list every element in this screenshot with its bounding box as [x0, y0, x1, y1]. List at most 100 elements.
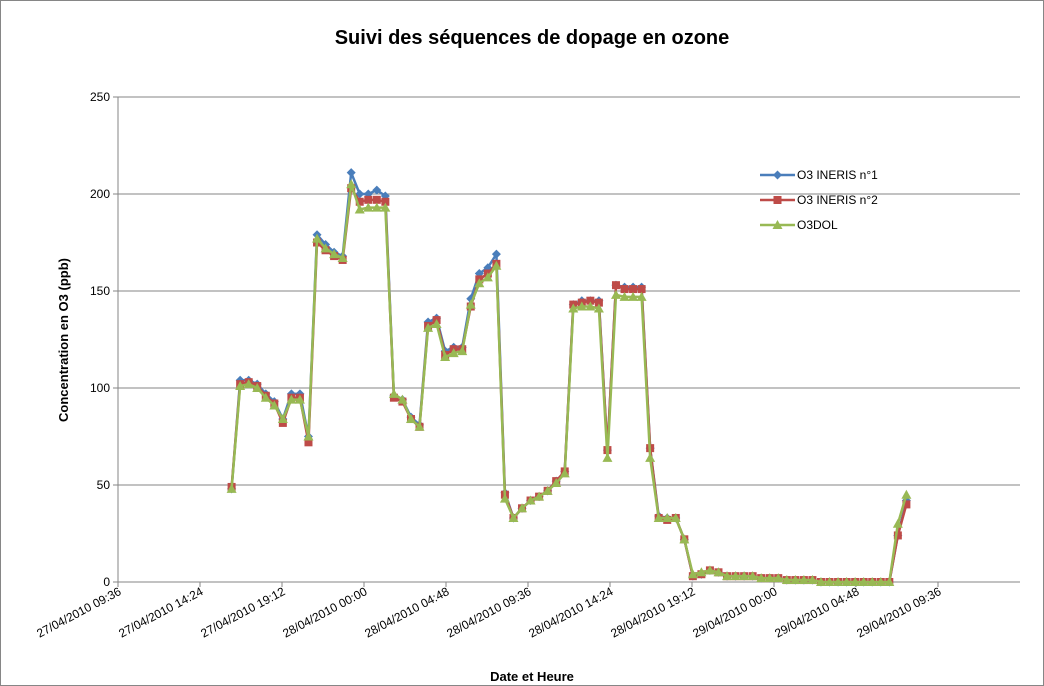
data-point	[645, 452, 656, 462]
data-point	[798, 575, 809, 585]
data-point	[602, 452, 613, 462]
data-point	[260, 392, 271, 402]
data-point	[807, 575, 818, 585]
data-point	[431, 318, 442, 328]
data-point	[687, 569, 698, 579]
data-point	[448, 348, 459, 358]
data-point	[252, 383, 263, 392]
data-point	[739, 571, 750, 581]
data-point	[371, 202, 382, 212]
data-point	[841, 577, 852, 586]
data-point	[636, 291, 647, 301]
data-point	[747, 571, 758, 581]
y-tick-label: 200	[90, 187, 110, 201]
data-point	[397, 394, 408, 404]
data-point	[346, 168, 356, 178]
data-point	[662, 512, 673, 522]
data-point	[388, 388, 399, 398]
data-point	[773, 573, 784, 583]
data-point	[704, 565, 715, 575]
y-tick-label: 0	[103, 575, 110, 589]
data-point	[491, 249, 501, 259]
data-point	[670, 512, 681, 522]
data-point	[534, 491, 545, 501]
data-point	[559, 468, 570, 478]
data-point	[517, 503, 528, 513]
data-point	[304, 438, 313, 447]
data-point	[858, 577, 869, 586]
y-tick-label: 250	[90, 90, 110, 104]
data-point	[269, 400, 280, 410]
y-axis-label: Concentration en O3 (ppb)	[56, 258, 71, 422]
data-point	[593, 303, 604, 313]
data-point	[440, 351, 451, 361]
data-point	[457, 346, 468, 356]
data-point	[756, 573, 767, 583]
data-point	[294, 394, 305, 404]
data-point	[414, 421, 425, 431]
data-point	[372, 195, 381, 204]
data-point	[423, 322, 434, 332]
data-point	[696, 567, 707, 577]
y-tick-label: 50	[97, 478, 111, 492]
data-point	[884, 577, 895, 586]
data-point	[730, 571, 741, 581]
data-point	[508, 512, 519, 522]
data-point	[722, 571, 733, 581]
data-point	[329, 249, 340, 259]
data-point	[363, 202, 374, 212]
data-point	[901, 489, 912, 499]
data-point	[594, 298, 603, 307]
chart-title: Suivi des séquences de dopage en ozone	[335, 27, 730, 49]
data-point	[585, 301, 596, 311]
data-point	[713, 567, 724, 577]
data-point	[286, 394, 297, 404]
data-point	[637, 285, 646, 294]
data-point	[337, 253, 348, 263]
data-point	[491, 260, 502, 270]
data-point	[355, 197, 364, 206]
data-point	[320, 243, 331, 253]
data-point	[482, 272, 493, 282]
data-point	[781, 575, 792, 585]
data-point	[824, 577, 835, 586]
data-point	[381, 197, 390, 206]
legend-label: O3DOL	[797, 218, 838, 232]
data-point	[576, 301, 587, 311]
data-point	[551, 478, 562, 488]
data-point	[764, 573, 775, 583]
data-point	[892, 518, 903, 528]
data-point	[465, 299, 476, 309]
data-point	[346, 179, 357, 189]
data-point	[875, 577, 886, 586]
data-point	[815, 577, 826, 586]
legend-marker	[773, 196, 782, 204]
data-point	[354, 204, 365, 214]
data-point	[610, 289, 621, 299]
data-point	[611, 281, 620, 290]
data-point	[235, 381, 246, 391]
data-point	[499, 493, 510, 503]
data-point	[226, 483, 237, 493]
data-point	[679, 534, 690, 544]
y-tick-label: 150	[90, 284, 110, 298]
data-point	[364, 195, 373, 204]
data-point	[850, 577, 861, 586]
data-point	[542, 485, 553, 495]
data-point	[893, 531, 902, 540]
x-axis-label: Date et Heure	[490, 669, 574, 684]
data-point	[790, 575, 801, 585]
data-point	[833, 577, 844, 586]
data-point	[628, 291, 639, 301]
y-tick-label: 100	[90, 381, 110, 395]
legend-marker	[772, 220, 783, 229]
data-point	[405, 414, 416, 424]
data-point	[474, 278, 485, 288]
data-point	[867, 577, 878, 586]
legend-label: O3 INERIS n°2	[797, 193, 878, 207]
data-point	[372, 185, 382, 195]
data-point	[303, 431, 314, 441]
data-point	[620, 285, 629, 294]
